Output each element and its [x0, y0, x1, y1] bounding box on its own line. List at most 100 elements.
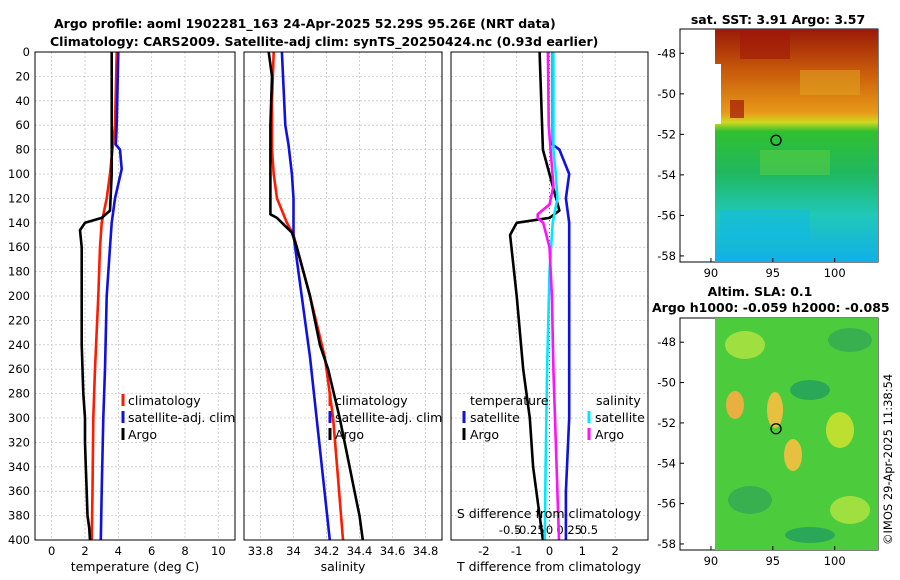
x-tick-label: 2 [612, 544, 619, 558]
map-lon-tick-label: 95 [765, 266, 780, 280]
legend-label-s-satellite: satellite [595, 410, 645, 425]
x-tick-label: -1 [511, 544, 522, 558]
x-tick-label: 2 [81, 544, 88, 558]
x-tick-label: 33.8 [248, 544, 274, 558]
sla-blob [784, 439, 802, 471]
depth-tick-label: 360 [8, 484, 30, 498]
sla-map-title: Altim. SLA: 0.1 [708, 284, 813, 299]
map-lat-tick-label: -50 [657, 87, 676, 101]
series-group [78, 52, 123, 540]
sst-patch [760, 150, 830, 175]
x-tick-label: 34.2 [314, 544, 340, 558]
map-lon-tick-label: 100 [824, 554, 846, 568]
x-tick-label: 34.4 [347, 544, 373, 558]
sst-missing-data [715, 64, 721, 124]
depth-tick-label: 40 [15, 94, 30, 108]
legend-heading-salinity: salinity [596, 393, 641, 408]
map-lat-tick-label: -48 [657, 335, 676, 349]
top-x-tick-label: 0 [546, 523, 553, 537]
sst-warm-patch [740, 29, 790, 59]
x-tick-label: 4 [115, 544, 122, 558]
figure-title-line2: Climatology: CARS2009. Satellite-adj cli… [50, 34, 598, 50]
figure-title-line1: Argo profile: aoml 1902281_163 24-Apr-20… [54, 16, 556, 32]
sla-blob [828, 328, 872, 352]
sla-blob [790, 380, 830, 400]
depth-axis: 0 20 40 60 80 100 120 140 160 180 200 220 240 260 280 3… [8, 45, 30, 547]
plot-frame [450, 51, 649, 541]
sla-map-subtitle: Argo h1000: -0.059 h2000: -0.085 [652, 300, 890, 315]
temperature-xlabel: temperature (deg C) [71, 559, 200, 574]
difference-legend: temperature satellite Argo salinity sate… [462, 393, 645, 442]
legend-label-satellite: satellite-adj. clim [128, 410, 235, 425]
map-lon-tick-label: 90 [704, 266, 719, 280]
plot-frame [34, 51, 236, 541]
legend-label-t-satellite: satellite [470, 410, 520, 425]
depth-tick-label: 80 [15, 143, 30, 157]
sst-map-title: sat. SST: 3.91 Argo: 3.57 [691, 12, 865, 27]
legend-heading-temperature: temperature [470, 393, 549, 408]
depth-tick-label: 280 [8, 387, 30, 401]
map-lon-tick-label: 90 [704, 554, 719, 568]
depth-tick-label: 400 [8, 533, 30, 547]
temperature-legend: climatology satellite-adj. clim Argo [121, 393, 235, 442]
series-line-climatology [270, 52, 345, 540]
series-line-s-argo [536, 52, 561, 540]
series-group [267, 52, 365, 540]
sla-map [679, 317, 879, 551]
x-tick-label: 34.6 [380, 544, 406, 558]
map-lat-tick-label: -54 [657, 168, 676, 182]
series-line-satellite-adj-clim [99, 52, 123, 540]
map-lat-tick-label: -48 [657, 46, 676, 60]
argo-position-marker [770, 423, 782, 435]
plot-frame [243, 51, 443, 541]
legend-label-s-argo: Argo [595, 427, 624, 442]
depth-tick-label: 260 [8, 362, 30, 376]
legend-label-argo: Argo [128, 427, 157, 442]
depth-tick-label: 220 [8, 313, 30, 327]
sst-cold-patch [720, 210, 810, 240]
x-tick-label: 0 [48, 544, 55, 558]
difference-panel: -2 -1 0 1 2 -0.5-0.25 0 0.250.5 [450, 51, 649, 558]
depth-tick-label: 160 [8, 240, 30, 254]
salinity-panel: 33.8 34 34.2 34.4 34.6 34.8 [243, 51, 443, 558]
sst-warm-patch [730, 100, 744, 118]
series-line-argo [267, 52, 365, 540]
map-lat-tick-label: -56 [657, 208, 676, 222]
legend-label-t-argo: Argo [470, 427, 499, 442]
depth-tick-label: 240 [8, 338, 30, 352]
x-tick-label: 1 [579, 544, 586, 558]
difference-xlabel: T difference from climatology [456, 559, 642, 574]
x-tick-label: 0 [546, 544, 553, 558]
sla-blob [826, 412, 854, 448]
depth-tick-label: 120 [8, 191, 30, 205]
depth-tick-label: 60 [15, 118, 30, 132]
map-lat-tick-label: -52 [657, 127, 676, 141]
depth-tick-label: 380 [8, 509, 30, 523]
map-axes: -48 -50 -52 -54 -56 -58 90 95 100 -48 -50 -52 -54 -56… [657, 46, 845, 568]
temperature-panel: 0 2 4 6 8 10 [34, 51, 236, 558]
x-tick-label: 8 [181, 544, 188, 558]
depth-tick-label: 340 [8, 460, 30, 474]
top-x-tick-label: 0.5 [580, 523, 598, 537]
depth-tick-label: 20 [15, 69, 30, 83]
top-x-tick-label: -0.5 [499, 523, 521, 537]
map-lat-tick-label: -50 [657, 376, 676, 390]
sla-blob [725, 331, 765, 359]
sst-map [679, 28, 879, 263]
map-lat-tick-label: -52 [657, 416, 676, 430]
sla-blob [728, 486, 772, 514]
series-line-satellite-adj-clim [280, 52, 332, 540]
x-tick-label: -2 [478, 544, 489, 558]
top-x-tick-label: -0.25 [515, 523, 545, 537]
argo-position-marker [770, 134, 782, 146]
sla-blob [726, 391, 744, 419]
salinity-xlabel: salinity [321, 559, 366, 574]
depth-tick-label: 100 [8, 167, 30, 181]
sla-blob [785, 527, 835, 543]
legend-label-climatology: climatology [128, 393, 201, 408]
depth-tick-label: 200 [8, 289, 30, 303]
legend-label-argo: Argo [335, 427, 364, 442]
sla-blob [830, 496, 870, 524]
legend-label-climatology: climatology [335, 393, 408, 408]
